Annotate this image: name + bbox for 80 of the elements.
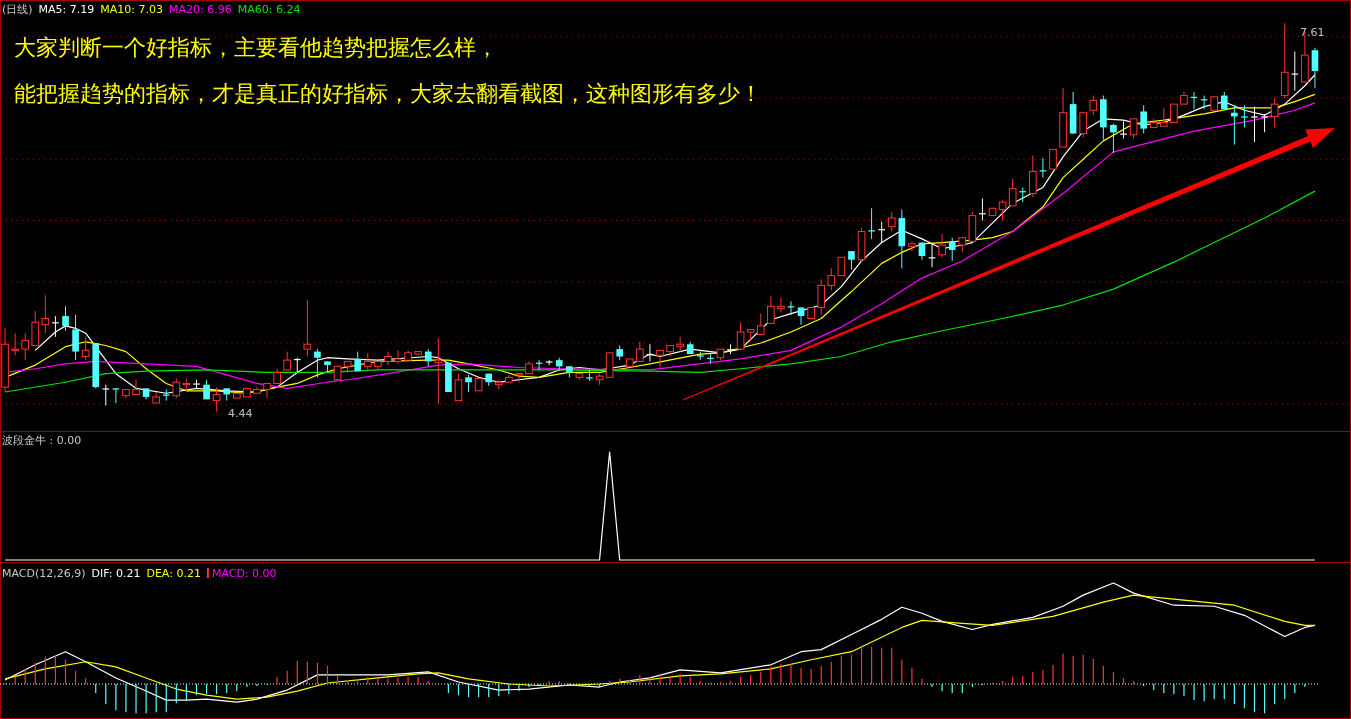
candlestick — [625, 358, 634, 367]
candlestick — [1241, 104, 1248, 128]
candlestick — [102, 384, 110, 406]
candlestick — [605, 352, 614, 378]
candlestick — [263, 382, 271, 399]
annotation: 大家判断一个好指标，主要看他趋势把握怎么样， — [14, 35, 498, 60]
candlestick — [494, 379, 503, 391]
candlestick — [1170, 103, 1178, 124]
candlestick — [31, 310, 40, 346]
candlestick — [112, 387, 120, 404]
candlestick — [868, 207, 875, 240]
candlestick — [1180, 91, 1188, 105]
candlestick — [1039, 157, 1047, 179]
candlestick — [333, 365, 342, 381]
annotation: 能把握趋势的指标，才是真正的好指标，大家去翻看截图，这种图形有多少！ — [14, 81, 762, 106]
candlestick — [807, 306, 815, 320]
candlestick — [414, 351, 422, 355]
annotation: 4.44 — [228, 407, 253, 420]
candlestick — [21, 332, 30, 361]
candlestick — [1159, 107, 1168, 127]
candlestick — [232, 392, 241, 399]
candlestick — [908, 240, 916, 252]
text: MA60: 6.24 — [237, 3, 301, 16]
candlestick — [767, 295, 775, 324]
candlestick — [948, 237, 956, 262]
text: DEA: 0.21 — [146, 567, 201, 580]
candlestick — [122, 389, 130, 399]
candlestick — [394, 349, 402, 365]
candlestick — [1251, 106, 1258, 143]
candlestick — [132, 379, 140, 395]
candlestick — [1, 327, 9, 393]
candlestick — [938, 233, 946, 258]
candlestick — [1311, 47, 1319, 89]
candlestick — [636, 341, 644, 362]
candlestick — [212, 386, 221, 413]
candlestick — [777, 297, 785, 313]
candlestick — [253, 386, 261, 394]
candlestick — [505, 374, 513, 383]
candlestick — [1059, 87, 1067, 148]
candlestick — [1049, 148, 1057, 170]
annotation: 7.61 — [1300, 26, 1325, 39]
candlestick — [736, 321, 745, 350]
chart-title: MACD(12,26,9) — [2, 567, 86, 580]
candlestick — [787, 300, 795, 316]
text: DIF: 0.21 — [91, 567, 141, 580]
candlestick — [797, 306, 805, 326]
candlestick — [1280, 22, 1289, 99]
candlestick — [384, 351, 392, 366]
legend-label: MACD: 0.00 — [211, 567, 277, 580]
candlestick — [434, 337, 443, 405]
candlestick — [756, 313, 765, 335]
candlestick — [716, 348, 725, 361]
candlestick — [817, 278, 826, 316]
candlestick — [666, 344, 674, 357]
candlestick — [11, 332, 19, 356]
candlestick — [676, 336, 684, 353]
text: MA20: 6.96 — [169, 3, 232, 16]
candlestick — [1110, 123, 1117, 154]
candlestick — [374, 360, 382, 371]
candlestick — [848, 250, 855, 271]
candlestick — [837, 256, 846, 277]
candlestick — [1261, 113, 1268, 133]
chart-title: (日线) — [2, 3, 33, 16]
candlestick — [273, 368, 281, 384]
candlestick — [62, 305, 69, 332]
candlestick — [1008, 178, 1017, 207]
candlestick — [525, 360, 533, 375]
candlestick — [404, 349, 412, 361]
candlestick — [243, 387, 251, 398]
candlestick — [656, 349, 664, 369]
candlestick — [72, 314, 79, 361]
chart-title: 波段金牛 : 0.00 — [2, 434, 82, 447]
candlestick — [314, 348, 321, 378]
text: MA10: 7.03 — [100, 3, 164, 16]
text: MA5: 7.19 — [38, 3, 95, 16]
candlestick — [515, 373, 523, 383]
candlestick — [1140, 104, 1147, 135]
candlestick — [474, 378, 483, 392]
candlestick — [575, 373, 584, 381]
candlestick — [1210, 96, 1219, 111]
